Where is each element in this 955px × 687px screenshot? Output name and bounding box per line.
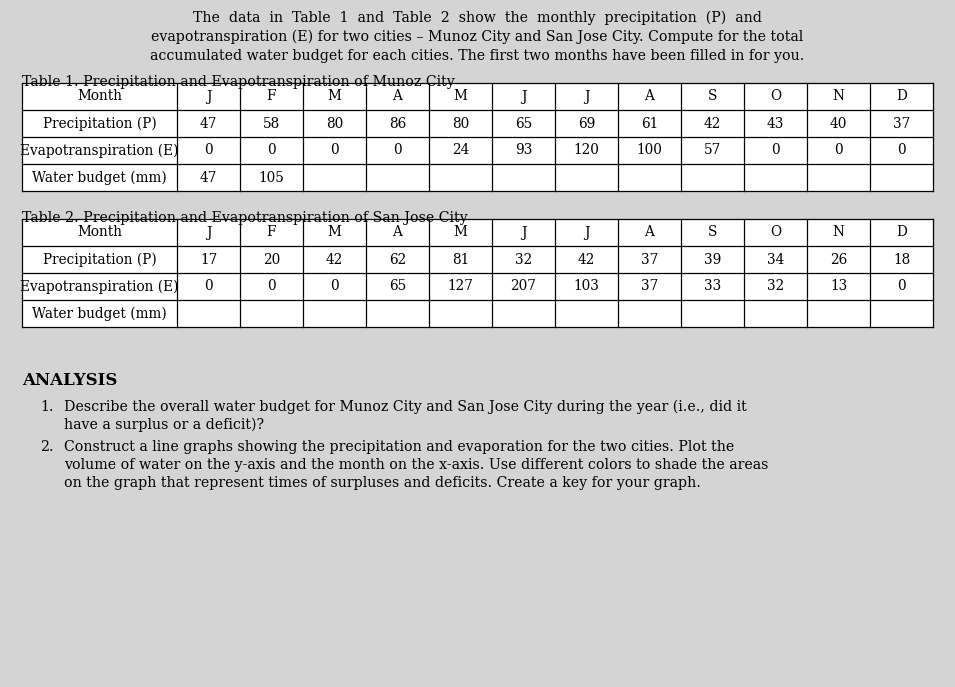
Text: 105: 105 [259,170,285,185]
Text: F: F [266,89,276,104]
Text: J: J [205,225,211,240]
Text: J: J [584,89,589,104]
Text: 65: 65 [515,117,532,131]
Text: Describe the overall water budget for Munoz City and San Jose City during the ye: Describe the overall water budget for Mu… [64,400,747,414]
Text: 0: 0 [834,144,843,157]
Text: 61: 61 [641,117,658,131]
Text: 43: 43 [767,117,784,131]
Text: Precipitation (P): Precipitation (P) [43,116,157,131]
Text: evapotranspiration (E) for two cities – Munoz City and San Jose City. Compute fo: evapotranspiration (E) for two cities – … [151,30,803,45]
Text: 93: 93 [515,144,532,157]
Text: volume of water on the y-axis and the month on the x-axis. Use different colors : volume of water on the y-axis and the mo… [64,458,769,472]
Text: 127: 127 [448,280,474,293]
Text: 0: 0 [204,144,213,157]
Text: Month: Month [77,225,122,240]
Text: A: A [393,89,402,104]
Text: 42: 42 [578,253,595,267]
Text: 42: 42 [704,117,721,131]
Text: 62: 62 [389,253,406,267]
Text: 40: 40 [830,117,847,131]
Bar [22,83,933,191]
Text: 0: 0 [897,144,905,157]
Text: 86: 86 [389,117,406,131]
Text: Precipitation (P): Precipitation (P) [43,252,157,267]
Text: 0: 0 [330,280,339,293]
Text: 32: 32 [767,280,784,293]
Text: 37: 37 [893,117,910,131]
Text: 0: 0 [393,144,402,157]
Text: 26: 26 [830,253,847,267]
Text: 18: 18 [893,253,910,267]
Text: D: D [896,89,907,104]
Text: M: M [454,89,467,104]
Text: M: M [328,225,342,240]
Text: J: J [205,89,211,104]
Text: Evapotranspiration (E): Evapotranspiration (E) [20,144,179,158]
Text: 37: 37 [641,253,658,267]
Text: Month: Month [77,89,122,104]
Text: 33: 33 [704,280,721,293]
Text: J: J [520,225,526,240]
Text: 2.: 2. [40,440,53,454]
Text: A: A [645,89,654,104]
Text: 0: 0 [267,280,276,293]
Text: 1.: 1. [40,400,53,414]
Text: Evapotranspiration (E): Evapotranspiration (E) [20,280,179,294]
Text: 37: 37 [641,280,658,293]
Text: 13: 13 [830,280,847,293]
Text: F: F [266,225,276,240]
Text: accumulated water budget for each cities. The first two months have been filled : accumulated water budget for each cities… [150,49,804,63]
Text: 47: 47 [200,170,217,185]
Text: O: O [770,89,781,104]
Text: J: J [520,89,526,104]
Text: 0: 0 [267,144,276,157]
Text: 69: 69 [578,117,595,131]
Text: N: N [833,225,844,240]
Text: M: M [454,225,467,240]
Text: A: A [393,225,402,240]
Text: 81: 81 [452,253,469,267]
Text: 0: 0 [330,144,339,157]
Text: 20: 20 [263,253,280,267]
Text: D: D [896,225,907,240]
Text: 0: 0 [772,144,780,157]
Text: A: A [645,225,654,240]
Text: 100: 100 [637,144,663,157]
Text: S: S [708,225,717,240]
Text: 0: 0 [204,280,213,293]
Text: 24: 24 [452,144,469,157]
Text: Water budget (mm): Water budget (mm) [32,170,167,185]
Text: 17: 17 [200,253,217,267]
Text: 42: 42 [326,253,343,267]
Text: N: N [833,89,844,104]
Text: Construct a line graphs showing the precipitation and evaporation for the two ci: Construct a line graphs showing the prec… [64,440,734,454]
Text: 32: 32 [515,253,532,267]
Text: Table 1. Precipitation and Evapotranspiration of Munoz City: Table 1. Precipitation and Evapotranspir… [22,75,455,89]
Text: S: S [708,89,717,104]
Text: 80: 80 [452,117,469,131]
Text: 39: 39 [704,253,721,267]
Bar [22,219,933,327]
Text: 47: 47 [200,117,217,131]
Text: 80: 80 [326,117,343,131]
Text: J: J [584,225,589,240]
Text: 65: 65 [389,280,406,293]
Text: O: O [770,225,781,240]
Text: ANALYSIS: ANALYSIS [22,372,117,389]
Text: on the graph that represent times of surpluses and deficits. Create a key for yo: on the graph that represent times of sur… [64,476,701,490]
Text: Water budget (mm): Water budget (mm) [32,306,167,321]
Text: 103: 103 [574,280,600,293]
Text: The  data  in  Table  1  and  Table  2  show  the  monthly  precipitation  (P)  : The data in Table 1 and Table 2 show the… [193,11,761,25]
Text: 120: 120 [574,144,600,157]
Text: 0: 0 [897,280,905,293]
Text: 34: 34 [767,253,784,267]
Text: M: M [328,89,342,104]
Text: 57: 57 [704,144,721,157]
Text: 58: 58 [263,117,280,131]
Text: Table 2. Precipitation and Evapotranspiration of San Jose City: Table 2. Precipitation and Evapotranspir… [22,211,468,225]
Text: 207: 207 [511,280,537,293]
Text: have a surplus or a deficit)?: have a surplus or a deficit)? [64,418,264,432]
